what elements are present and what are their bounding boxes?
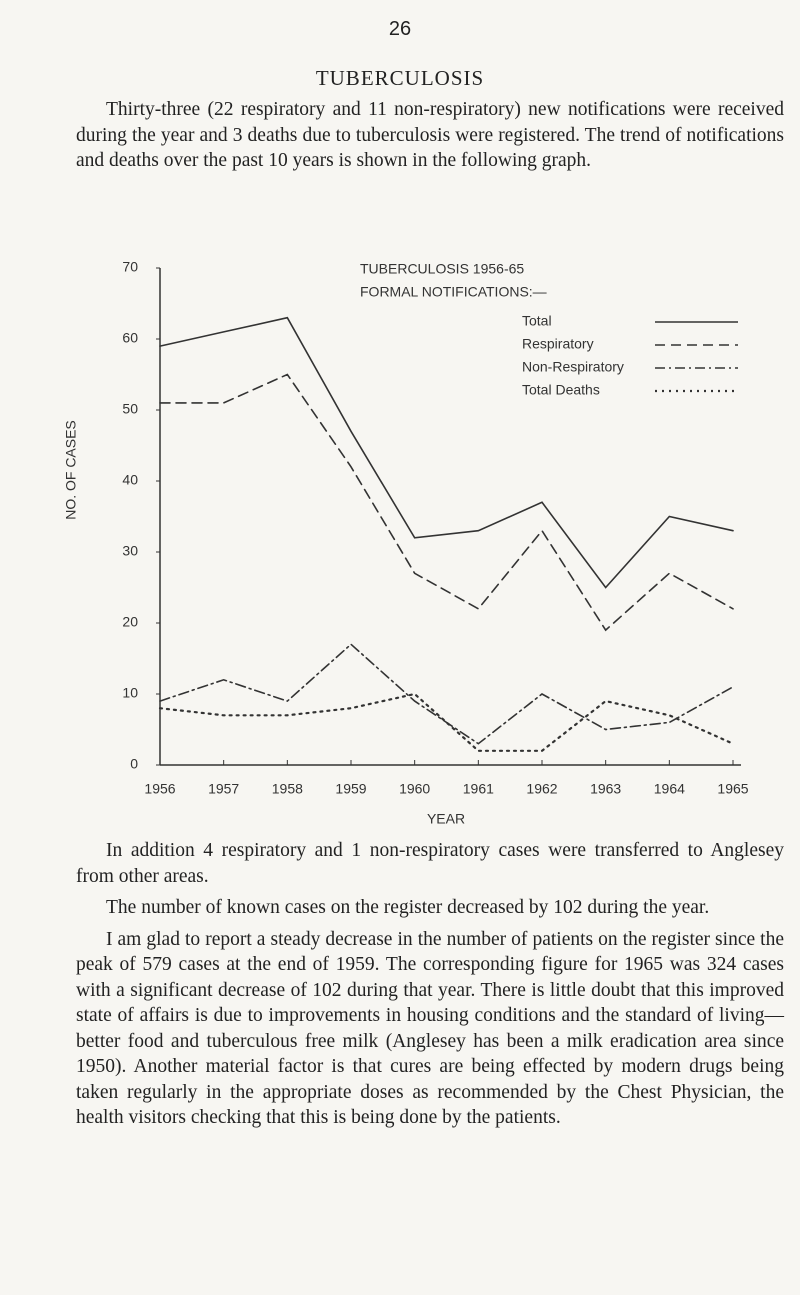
legend-label: Respiratory bbox=[522, 336, 594, 352]
legend-label: Non-Respiratory bbox=[522, 359, 624, 375]
paragraph: The number of known cases on the registe… bbox=[106, 897, 710, 918]
y-tick-label: 20 bbox=[122, 614, 138, 630]
series-line bbox=[159, 643, 734, 745]
x-tick-label: 1961 bbox=[463, 781, 494, 797]
paragraph: In addition 4 respiratory and 1 non-resp… bbox=[76, 840, 784, 887]
x-tick-label: 1962 bbox=[526, 781, 557, 797]
y-tick-label: 10 bbox=[122, 685, 138, 701]
y-tick-label: 50 bbox=[122, 401, 138, 417]
legend-label: Total bbox=[522, 313, 552, 329]
x-tick-label: 1963 bbox=[590, 781, 621, 797]
paragraph: I am glad to report a steady decrease in… bbox=[76, 928, 784, 1129]
x-tick-label: 1957 bbox=[208, 781, 239, 797]
x-tick-label: 1959 bbox=[335, 781, 366, 797]
x-tick-label: 1965 bbox=[717, 781, 748, 797]
section-title: TUBERCULOSIS bbox=[315, 66, 485, 90]
legend-label: Total Deaths bbox=[522, 382, 600, 398]
x-tick-label: 1960 bbox=[399, 781, 430, 797]
x-tick-label: 1958 bbox=[272, 781, 303, 797]
series-line bbox=[159, 373, 734, 632]
page-number: 26 bbox=[388, 18, 412, 40]
x-tick-label: 1964 bbox=[654, 781, 685, 797]
intro-paragraph: Thirty-three (22 respiratory and 11 non-… bbox=[76, 99, 784, 171]
body-text: In addition 4 respiratory and 1 non-resp… bbox=[76, 838, 784, 1137]
y-tick-label: 70 bbox=[122, 259, 138, 275]
y-tick-label: 0 bbox=[130, 756, 138, 772]
x-axis-label: YEAR bbox=[427, 811, 465, 827]
y-axis-label: NO. OF CASES bbox=[63, 420, 79, 520]
chart-subtitle: FORMAL NOTIFICATIONS:— bbox=[360, 284, 547, 300]
series-line bbox=[158, 692, 735, 752]
chart-title: TUBERCULOSIS 1956-65 bbox=[360, 261, 524, 277]
series-line bbox=[159, 316, 734, 589]
y-tick-label: 30 bbox=[122, 543, 138, 559]
x-tick-label: 1956 bbox=[144, 781, 175, 797]
y-tick-label: 40 bbox=[122, 472, 138, 488]
y-tick-label: 60 bbox=[122, 330, 138, 346]
chart: TUBERCULOSIS 1956-65 FORMAL NOTIFICATION… bbox=[63, 259, 749, 827]
